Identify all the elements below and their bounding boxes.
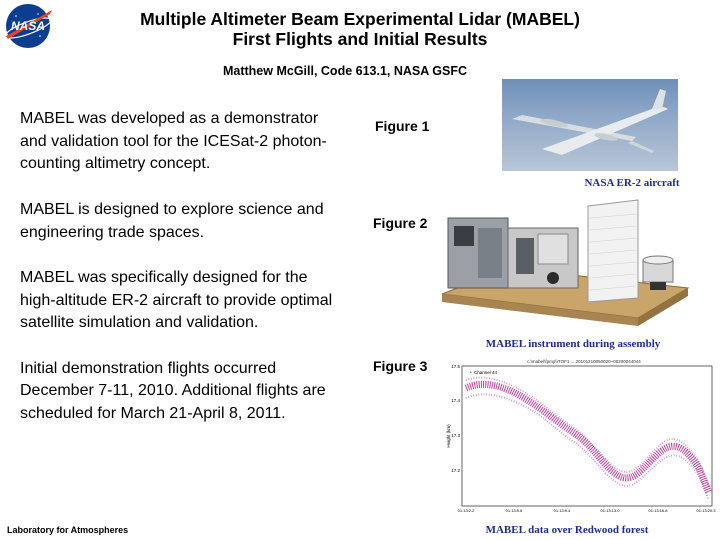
nasa-logo-icon: NASA — [4, 4, 52, 48]
body-text: MABEL was developed as a demonstrator an… — [20, 108, 340, 448]
paragraph: MABEL is designed to explore science and… — [20, 200, 324, 241]
figure-2-caption: MABEL instrument during assembly — [485, 338, 661, 350]
plot-svg: c:\mabel\fpmp\\TOF1 ....20101210050020~0… — [446, 359, 716, 513]
plot-title: c:\mabel\fpmp\\TOF1 ....20101210050020~0… — [527, 359, 641, 364]
figure-3-label: Figure 3 — [373, 358, 428, 374]
svg-text:NASA: NASA — [11, 19, 45, 33]
svg-text:17.4: 17.4 — [451, 398, 460, 403]
svg-text:01:13:13.0: 01:13:13.0 — [601, 508, 621, 513]
mabel-instrument-image — [438, 198, 690, 326]
svg-text:17.5: 17.5 — [451, 364, 460, 369]
svg-text:17.3: 17.3 — [451, 433, 460, 438]
er2-aircraft-image — [502, 79, 678, 171]
title-line-1: Multiple Altimeter Beam Experimental Lid… — [140, 9, 580, 29]
footer-lab-name: Laboratory for Atmospheres — [7, 525, 129, 535]
title-line-2: First Flights and Initial Results — [232, 29, 488, 49]
instrument-icon — [441, 199, 690, 326]
plot-legend: Channel 44 — [474, 370, 498, 375]
svg-text:01:13:9.4: 01:13:9.4 — [554, 508, 571, 513]
aircraft-icon — [512, 89, 668, 155]
mabel-data-plot: c:\mabel\fpmp\\TOF1 ....20101210050020~0… — [444, 358, 716, 522]
author-line: Matthew McGill, Code 613.1, NASA GSFC — [222, 64, 468, 78]
svg-text:01:13:16.8: 01:13:16.8 — [649, 508, 669, 513]
title-block: Multiple Altimeter Beam Experimental Lid… — [60, 9, 660, 49]
svg-text:01:13:5.6: 01:13:5.6 — [506, 508, 523, 513]
svg-text:•: • — [470, 370, 472, 375]
figure-1-label: Figure 1 — [375, 118, 430, 134]
plot-ylabel: Height (km) — [446, 424, 451, 448]
svg-text:17.2: 17.2 — [451, 468, 460, 473]
figure-3-caption: MABEL data over Redwood forest — [485, 524, 649, 536]
figure-2-label: Figure 2 — [373, 215, 428, 231]
paragraph: Initial demonstration flights occurred D… — [20, 359, 326, 423]
paragraph: MABEL was specifically designed for the … — [20, 268, 333, 332]
figure-1-caption: NASA ER-2 aircraft — [584, 177, 680, 189]
svg-text:01:13:20.3: 01:13:20.3 — [697, 508, 716, 513]
paragraph: MABEL was developed as a demonstrator an… — [20, 110, 327, 173]
svg-text:01:13:2.2: 01:13:2.2 — [458, 508, 475, 513]
